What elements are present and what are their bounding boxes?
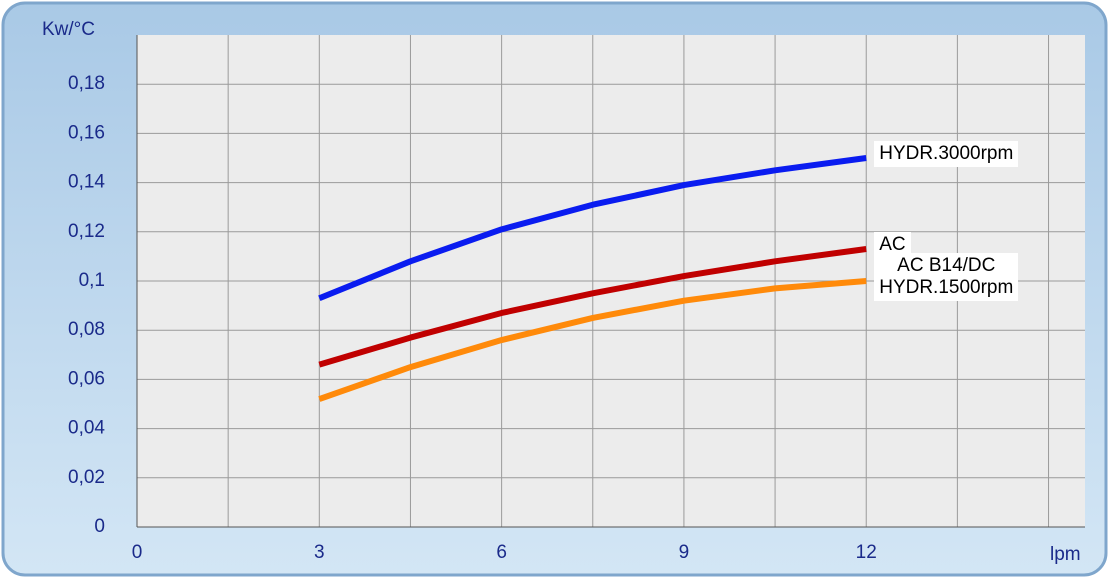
y-tick-label: 0,1 bbox=[79, 270, 105, 291]
x-tick-label: 12 bbox=[856, 542, 877, 563]
x-tick-label: 9 bbox=[679, 542, 690, 563]
y-tick-label: 0 bbox=[94, 516, 105, 537]
y-axis-label: Kw/°C bbox=[42, 19, 95, 40]
x-tick-label: 6 bbox=[496, 542, 507, 563]
series-line bbox=[318, 246, 867, 368]
y-tick-label: 0,04 bbox=[68, 418, 105, 439]
series-line bbox=[318, 278, 867, 402]
series-line bbox=[318, 155, 867, 302]
x-tick-label: 0 bbox=[132, 542, 143, 563]
series-label: AC B14/DC HYDR.1500rpm bbox=[874, 253, 1019, 301]
y-tick-label: 0,02 bbox=[68, 467, 105, 488]
y-tick-label: 0,14 bbox=[68, 172, 105, 193]
y-tick-label: 0,08 bbox=[68, 319, 105, 340]
x-tick-label: 3 bbox=[314, 542, 325, 563]
y-tick-label: 0,18 bbox=[68, 73, 105, 94]
series-label: HYDR.3000rpm bbox=[874, 141, 1019, 167]
x-axis-label: lpm bbox=[1050, 544, 1081, 565]
y-tick-label: 0,12 bbox=[68, 221, 105, 242]
y-tick-label: 0,16 bbox=[68, 122, 105, 143]
y-tick-label: 0,06 bbox=[68, 368, 105, 389]
